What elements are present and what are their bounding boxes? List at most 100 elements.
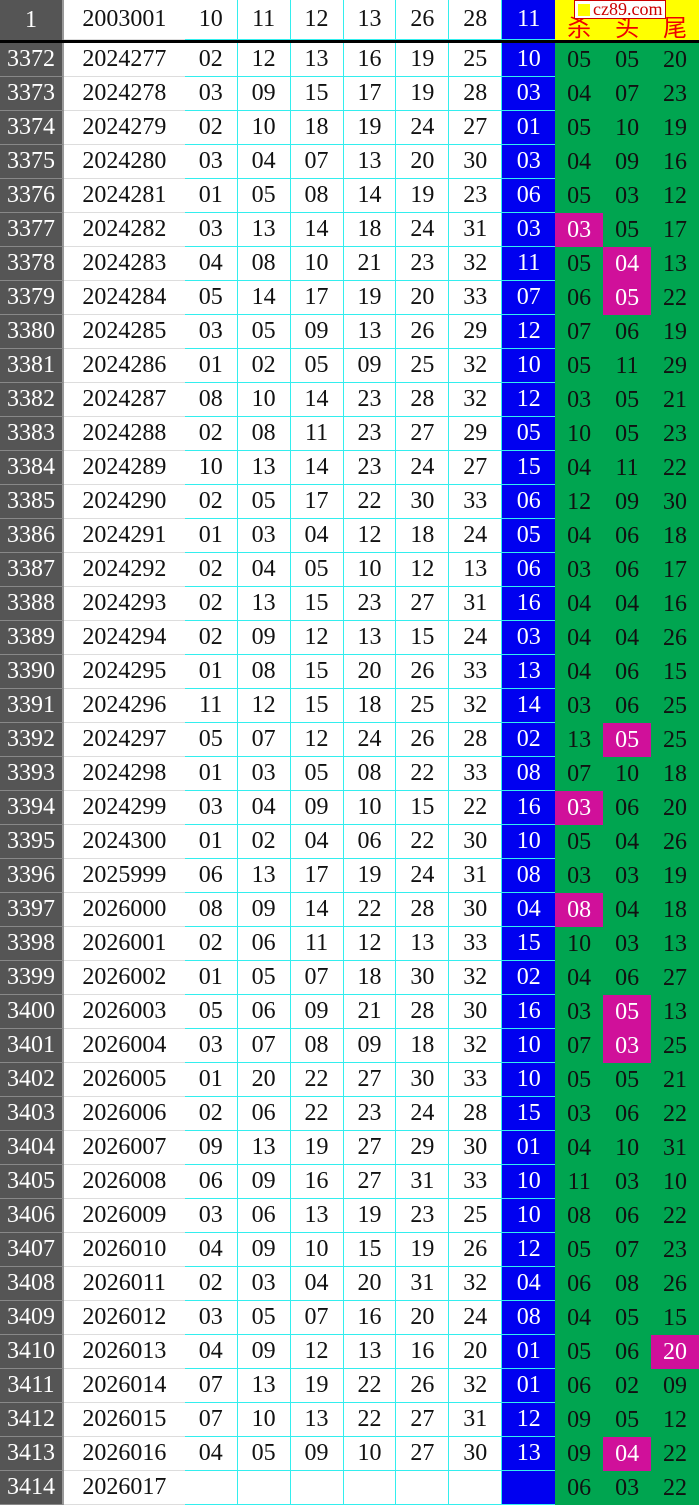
number-cell[interactable]: 04 bbox=[184, 1233, 238, 1267]
number-cell[interactable]: 19 bbox=[290, 1369, 344, 1403]
row-number[interactable]: 3401 bbox=[0, 1029, 64, 1063]
green-cell[interactable]: 03 bbox=[603, 1471, 652, 1505]
green-cell[interactable]: 23 bbox=[651, 77, 699, 111]
row-number[interactable]: 3392 bbox=[0, 723, 64, 757]
green-cell[interactable]: 03 bbox=[603, 1165, 652, 1199]
number-cell[interactable]: 09 bbox=[343, 349, 397, 383]
number-cell[interactable]: 03 bbox=[184, 1301, 238, 1335]
green-cell[interactable]: 29 bbox=[651, 349, 699, 383]
number-cell[interactable]: 12 bbox=[396, 553, 450, 587]
row-number[interactable]: 3376 bbox=[0, 179, 64, 213]
issue-cell[interactable]: 2024291 bbox=[63, 519, 185, 553]
issue-cell[interactable]: 2026005 bbox=[63, 1063, 185, 1097]
highlighted-cell[interactable]: 03 bbox=[603, 1029, 652, 1063]
number-cell[interactable]: 04 bbox=[184, 1335, 238, 1369]
green-cell[interactable]: 08 bbox=[603, 1267, 652, 1301]
number-cell[interactable]: 33 bbox=[449, 757, 503, 791]
number-cell[interactable]: 12 bbox=[343, 519, 397, 553]
number-cell[interactable]: 03 bbox=[184, 145, 238, 179]
number-cell[interactable]: 32 bbox=[449, 383, 503, 417]
blue-cell[interactable]: 02 bbox=[502, 723, 556, 757]
blue-cell[interactable]: 01 bbox=[502, 1335, 556, 1369]
number-cell[interactable]: 27 bbox=[343, 1131, 397, 1165]
number-cell[interactable]: 03 bbox=[184, 1029, 238, 1063]
blue-cell[interactable]: 08 bbox=[502, 757, 556, 791]
green-cell[interactable]: 04 bbox=[603, 825, 652, 859]
highlighted-cell[interactable]: 03 bbox=[555, 791, 604, 825]
green-cell[interactable]: 30 bbox=[651, 485, 699, 519]
number-cell[interactable]: 14 bbox=[343, 179, 397, 213]
number-cell[interactable]: 32 bbox=[449, 1267, 503, 1301]
number-cell[interactable]: 20 bbox=[396, 281, 450, 315]
green-cell[interactable]: 04 bbox=[555, 621, 604, 655]
green-cell[interactable]: 04 bbox=[555, 655, 604, 689]
green-cell[interactable]: 04 bbox=[555, 519, 604, 553]
number-cell[interactable]: 08 bbox=[184, 893, 238, 927]
number-cell[interactable]: 29 bbox=[449, 315, 503, 349]
highlighted-cell[interactable]: 08 bbox=[555, 893, 604, 927]
green-cell[interactable]: 05 bbox=[555, 1063, 604, 1097]
green-cell[interactable]: 08 bbox=[555, 1199, 604, 1233]
issue-cell[interactable]: 2024287 bbox=[63, 383, 185, 417]
number-cell[interactable]: 10 bbox=[237, 111, 291, 145]
number-cell[interactable]: 03 bbox=[184, 791, 238, 825]
row-number[interactable]: 3385 bbox=[0, 485, 64, 519]
num-header[interactable]: 11 bbox=[237, 0, 291, 40]
green-cell[interactable]: 11 bbox=[603, 451, 652, 485]
number-cell[interactable]: 13 bbox=[237, 451, 291, 485]
green-cell[interactable]: 05 bbox=[555, 247, 604, 281]
green-cell[interactable]: 18 bbox=[651, 893, 699, 927]
green-cell[interactable]: 04 bbox=[603, 621, 652, 655]
issue-cell[interactable]: 2024297 bbox=[63, 723, 185, 757]
number-cell[interactable]: 22 bbox=[449, 791, 503, 825]
number-cell[interactable]: 02 bbox=[237, 349, 291, 383]
number-cell[interactable]: 28 bbox=[449, 1097, 503, 1131]
highlighted-cell[interactable]: 04 bbox=[603, 1437, 652, 1471]
number-cell[interactable]: 27 bbox=[396, 587, 450, 621]
green-cell[interactable]: 03 bbox=[603, 859, 652, 893]
number-cell[interactable]: 26 bbox=[396, 1369, 450, 1403]
number-cell[interactable]: 15 bbox=[396, 791, 450, 825]
green-cell[interactable]: 05 bbox=[603, 1301, 652, 1335]
row-number[interactable]: 3388 bbox=[0, 587, 64, 621]
number-cell[interactable]: 01 bbox=[184, 825, 238, 859]
number-cell[interactable]: 31 bbox=[449, 587, 503, 621]
issue-cell[interactable]: 2024283 bbox=[63, 247, 185, 281]
number-cell[interactable]: 05 bbox=[290, 349, 344, 383]
number-cell[interactable]: 28 bbox=[396, 383, 450, 417]
row-number[interactable]: 3379 bbox=[0, 281, 64, 315]
issue-cell[interactable]: 2024286 bbox=[63, 349, 185, 383]
blue-cell[interactable]: 12 bbox=[502, 383, 556, 417]
number-cell[interactable]: 33 bbox=[449, 485, 503, 519]
number-cell[interactable]: 33 bbox=[449, 1063, 503, 1097]
green-cell[interactable]: 06 bbox=[555, 1267, 604, 1301]
number-cell[interactable]: 13 bbox=[396, 927, 450, 961]
number-cell[interactable]: 10 bbox=[343, 553, 397, 587]
number-cell[interactable]: 19 bbox=[290, 1131, 344, 1165]
number-cell[interactable]: 33 bbox=[449, 281, 503, 315]
number-cell[interactable]: 30 bbox=[396, 485, 450, 519]
number-cell[interactable]: 24 bbox=[396, 213, 450, 247]
green-cell[interactable]: 13 bbox=[555, 723, 604, 757]
highlighted-cell[interactable]: 04 bbox=[603, 247, 652, 281]
green-cell[interactable]: 23 bbox=[651, 417, 699, 451]
number-cell[interactable]: 18 bbox=[343, 961, 397, 995]
number-cell[interactable]: 05 bbox=[237, 179, 291, 213]
number-cell[interactable]: 08 bbox=[237, 417, 291, 451]
blue-cell[interactable]: 11 bbox=[502, 247, 556, 281]
number-cell[interactable]: 07 bbox=[237, 723, 291, 757]
number-cell[interactable]: 32 bbox=[449, 1029, 503, 1063]
num-header[interactable]: 28 bbox=[449, 0, 503, 40]
number-cell[interactable]: 13 bbox=[290, 1403, 344, 1437]
green-cell[interactable]: 06 bbox=[555, 281, 604, 315]
number-cell[interactable]: 02 bbox=[184, 43, 238, 77]
number-cell[interactable]: 32 bbox=[449, 689, 503, 723]
number-cell[interactable]: 11 bbox=[290, 417, 344, 451]
blue-cell[interactable]: 10 bbox=[502, 825, 556, 859]
highlighted-cell[interactable]: 05 bbox=[603, 723, 652, 757]
row-number[interactable]: 3380 bbox=[0, 315, 64, 349]
number-cell[interactable]: 02 bbox=[237, 825, 291, 859]
number-cell[interactable]: 13 bbox=[343, 1335, 397, 1369]
blue-cell[interactable]: 03 bbox=[502, 145, 556, 179]
issue-cell[interactable]: 2026017 bbox=[63, 1471, 185, 1505]
